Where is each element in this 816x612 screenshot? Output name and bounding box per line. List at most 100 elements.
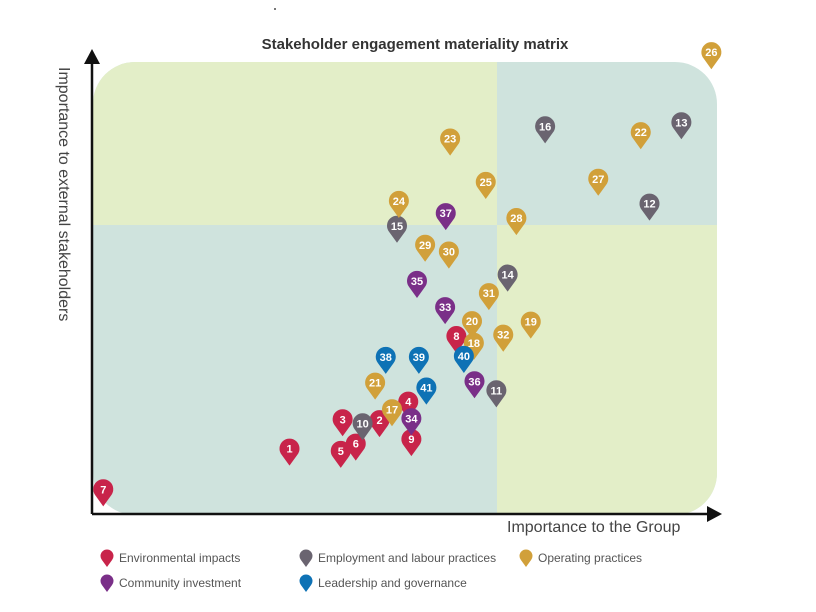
marker-7: 7 xyxy=(93,479,114,507)
marker-pin xyxy=(382,399,402,427)
marker-label: 39 xyxy=(413,352,425,364)
legend-pin-icon xyxy=(299,574,313,592)
x-axis-arrow xyxy=(707,506,722,522)
marker-label: 13 xyxy=(675,117,687,129)
marker-label: 15 xyxy=(391,221,403,233)
marker-pin xyxy=(588,168,609,196)
marker-label: 9 xyxy=(408,434,414,446)
marker-pin xyxy=(398,391,419,419)
marker-36: 36 xyxy=(464,371,485,399)
marker-label: 31 xyxy=(483,288,495,300)
marker-pin xyxy=(701,42,722,70)
marker-pin xyxy=(401,408,422,436)
marker-pin xyxy=(435,297,456,325)
marker-23: 23 xyxy=(440,128,461,156)
marker-2: 2 xyxy=(369,410,390,438)
marker-label: 8 xyxy=(453,331,459,343)
legend-item: Operating practices xyxy=(519,549,642,567)
marker-label: 20 xyxy=(466,316,478,328)
marker-label: 30 xyxy=(443,247,455,259)
marker-pin xyxy=(486,380,507,408)
marker-pin xyxy=(506,208,527,236)
marker-26: 26 xyxy=(701,42,722,70)
marker-3: 3 xyxy=(332,409,353,437)
marker-pin xyxy=(401,429,422,457)
marker-pin xyxy=(416,377,437,405)
marker-41: 41 xyxy=(416,377,437,405)
legend-label: Employment and labour practices xyxy=(318,551,497,565)
marker-pin xyxy=(462,311,482,339)
marker-label: 37 xyxy=(440,208,452,220)
marker-8: 8 xyxy=(446,326,467,354)
legend-pin-icon xyxy=(100,549,114,567)
marker-27: 27 xyxy=(588,168,609,196)
marker-pin xyxy=(375,346,396,374)
marker-pin xyxy=(93,479,114,507)
marker-label: 29 xyxy=(419,240,431,252)
legend-label: Community investment xyxy=(119,576,242,590)
marker-40: 40 xyxy=(453,345,474,373)
marker-pin xyxy=(475,171,496,199)
marker-30: 30 xyxy=(438,241,459,269)
x-axis-label: Importance to the Group xyxy=(507,519,681,536)
marker-pin xyxy=(497,264,518,292)
marker-14: 14 xyxy=(497,264,518,292)
marker-label: 33 xyxy=(439,302,451,314)
marker-label: 27 xyxy=(592,174,604,186)
marker-label: 25 xyxy=(480,177,492,189)
marker-22: 22 xyxy=(630,122,651,150)
marker-pin xyxy=(520,311,541,339)
marker-label: 19 xyxy=(525,317,537,329)
marker-label: 2 xyxy=(376,415,382,427)
marker-label: 35 xyxy=(411,276,423,288)
marker-pin xyxy=(387,215,407,243)
marker-28: 28 xyxy=(506,208,527,236)
legend-item: Environmental impacts xyxy=(100,549,240,567)
legend-pin-icon xyxy=(519,549,533,567)
marker-label: 36 xyxy=(468,376,480,388)
y-axis-label: Importance to external stakeholders xyxy=(55,67,72,321)
marker-label: 11 xyxy=(491,385,503,397)
marker-13: 13 xyxy=(671,112,692,140)
marker-11: 11 xyxy=(486,380,507,408)
marker-pin xyxy=(332,409,353,437)
marker-37: 37 xyxy=(435,203,456,231)
marker-pin xyxy=(671,112,692,140)
marker-label: 1 xyxy=(286,444,292,456)
quadrant-bottom-right xyxy=(497,225,717,515)
marker-pin xyxy=(408,346,429,374)
marker-label: 21 xyxy=(369,378,381,390)
marker-label: 41 xyxy=(420,383,432,395)
marker-label: 4 xyxy=(405,397,412,409)
legend-label: Environmental impacts xyxy=(119,551,241,565)
marker-24: 24 xyxy=(388,190,409,218)
marker-label: 26 xyxy=(705,47,717,59)
legend-pin-icon xyxy=(100,574,114,592)
marker-6: 6 xyxy=(345,433,366,461)
marker-pin xyxy=(330,440,351,468)
marker-10: 10 xyxy=(352,413,373,441)
marker-label: 32 xyxy=(497,330,509,342)
marker-pin xyxy=(407,270,428,298)
marker-pin xyxy=(478,283,499,311)
legend-item: Community investment xyxy=(100,574,241,592)
legend-item: Leadership and governance xyxy=(299,574,467,592)
markers-layer: 1234567891011121314151617181920212223242… xyxy=(93,42,722,507)
quadrant-top-left xyxy=(93,62,497,225)
marker-29: 29 xyxy=(415,234,436,262)
y-axis-arrow xyxy=(84,49,100,64)
marker-label: 12 xyxy=(643,199,655,211)
marker-label: 28 xyxy=(510,213,522,225)
marker-pin xyxy=(388,190,409,218)
marker-9: 9 xyxy=(401,429,422,457)
marker-label: 22 xyxy=(635,127,647,139)
marker-pin xyxy=(453,345,474,373)
marker-pin xyxy=(493,324,514,352)
marker-label: 24 xyxy=(393,196,406,208)
marker-label: 34 xyxy=(405,413,418,425)
marker-21: 21 xyxy=(365,372,386,400)
marker-pin xyxy=(630,122,651,150)
marker-19: 19 xyxy=(520,311,541,339)
marker-5: 5 xyxy=(330,440,351,468)
marker-39: 39 xyxy=(408,346,429,374)
